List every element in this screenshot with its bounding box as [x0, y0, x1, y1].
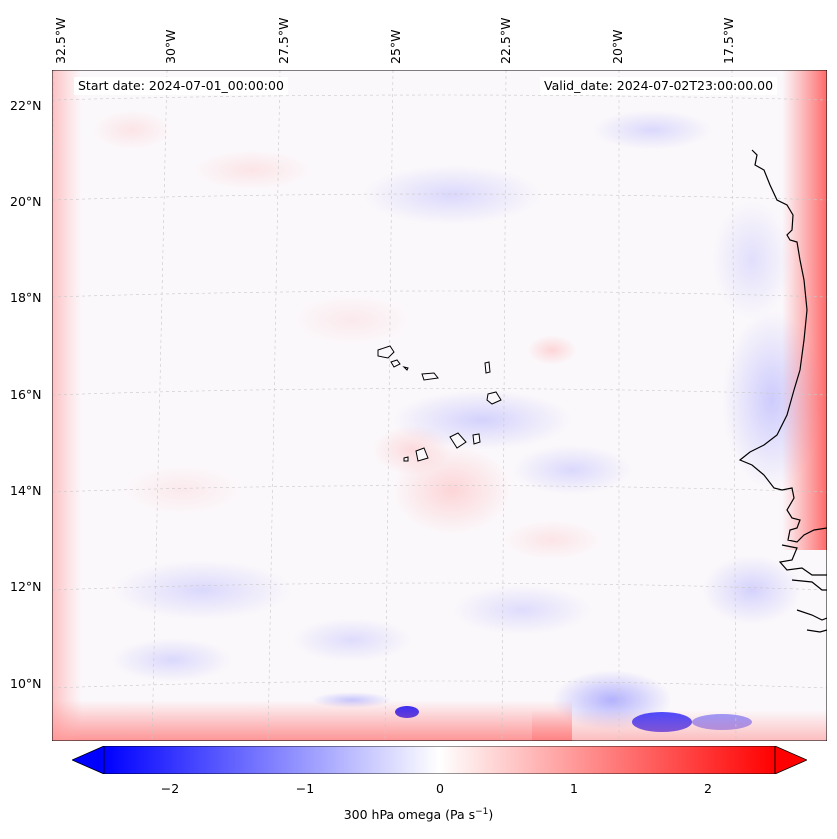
boundary-bottom-right	[532, 710, 827, 741]
lon-label: 20°W	[610, 29, 625, 64]
lon-label: 27.5°W	[276, 17, 291, 64]
boundary-right	[782, 70, 827, 550]
colorbar-gradient	[103, 746, 776, 774]
lat-label: 22°N	[10, 98, 42, 113]
lat-label: 20°N	[10, 194, 42, 209]
colorbar-label: 300 hPa omega (Pa s−1)	[0, 807, 837, 822]
colorbar-tick-label: 1	[570, 781, 578, 796]
colorbar	[72, 746, 807, 774]
colorbar-tick-label: −1	[295, 781, 315, 796]
lat-label: 14°N	[10, 483, 42, 498]
cape-verde-islands	[377, 345, 502, 462]
omega-field	[92, 110, 822, 732]
boundary-bottom	[52, 700, 572, 741]
lon-label: 25°W	[388, 29, 403, 64]
omega-map	[52, 70, 827, 741]
colorbar-tick-label: 0	[436, 781, 444, 796]
lon-label: 30°W	[163, 29, 178, 64]
boundary-left	[52, 70, 82, 741]
colorbar-tick-label: −2	[160, 781, 180, 796]
gridlines	[52, 70, 827, 741]
start-date-label: Start date: 2024-07-01_00:00:00	[74, 77, 288, 95]
colorbar-label-text: 300 hPa omega (Pa s	[343, 807, 476, 823]
lon-label: 22.5°W	[498, 17, 513, 64]
colorbar-label-close: )	[488, 807, 494, 823]
colorbar-min-extend	[72, 746, 105, 774]
lat-label: 12°N	[10, 579, 42, 594]
colorbar-tick-label: 2	[704, 781, 712, 796]
colorbar-max-extend	[774, 746, 807, 774]
lat-label: 10°N	[10, 676, 42, 691]
coastline	[738, 149, 827, 633]
lon-label: 17.5°W	[721, 17, 736, 64]
lon-label: 32.5°W	[53, 17, 68, 64]
colorbar-label-exponent: −1	[475, 807, 489, 817]
lat-label: 16°N	[10, 387, 42, 402]
valid-date-label: Valid_date: 2024-07-02T23:00:00.00	[540, 77, 778, 95]
lat-label: 18°N	[10, 290, 42, 305]
